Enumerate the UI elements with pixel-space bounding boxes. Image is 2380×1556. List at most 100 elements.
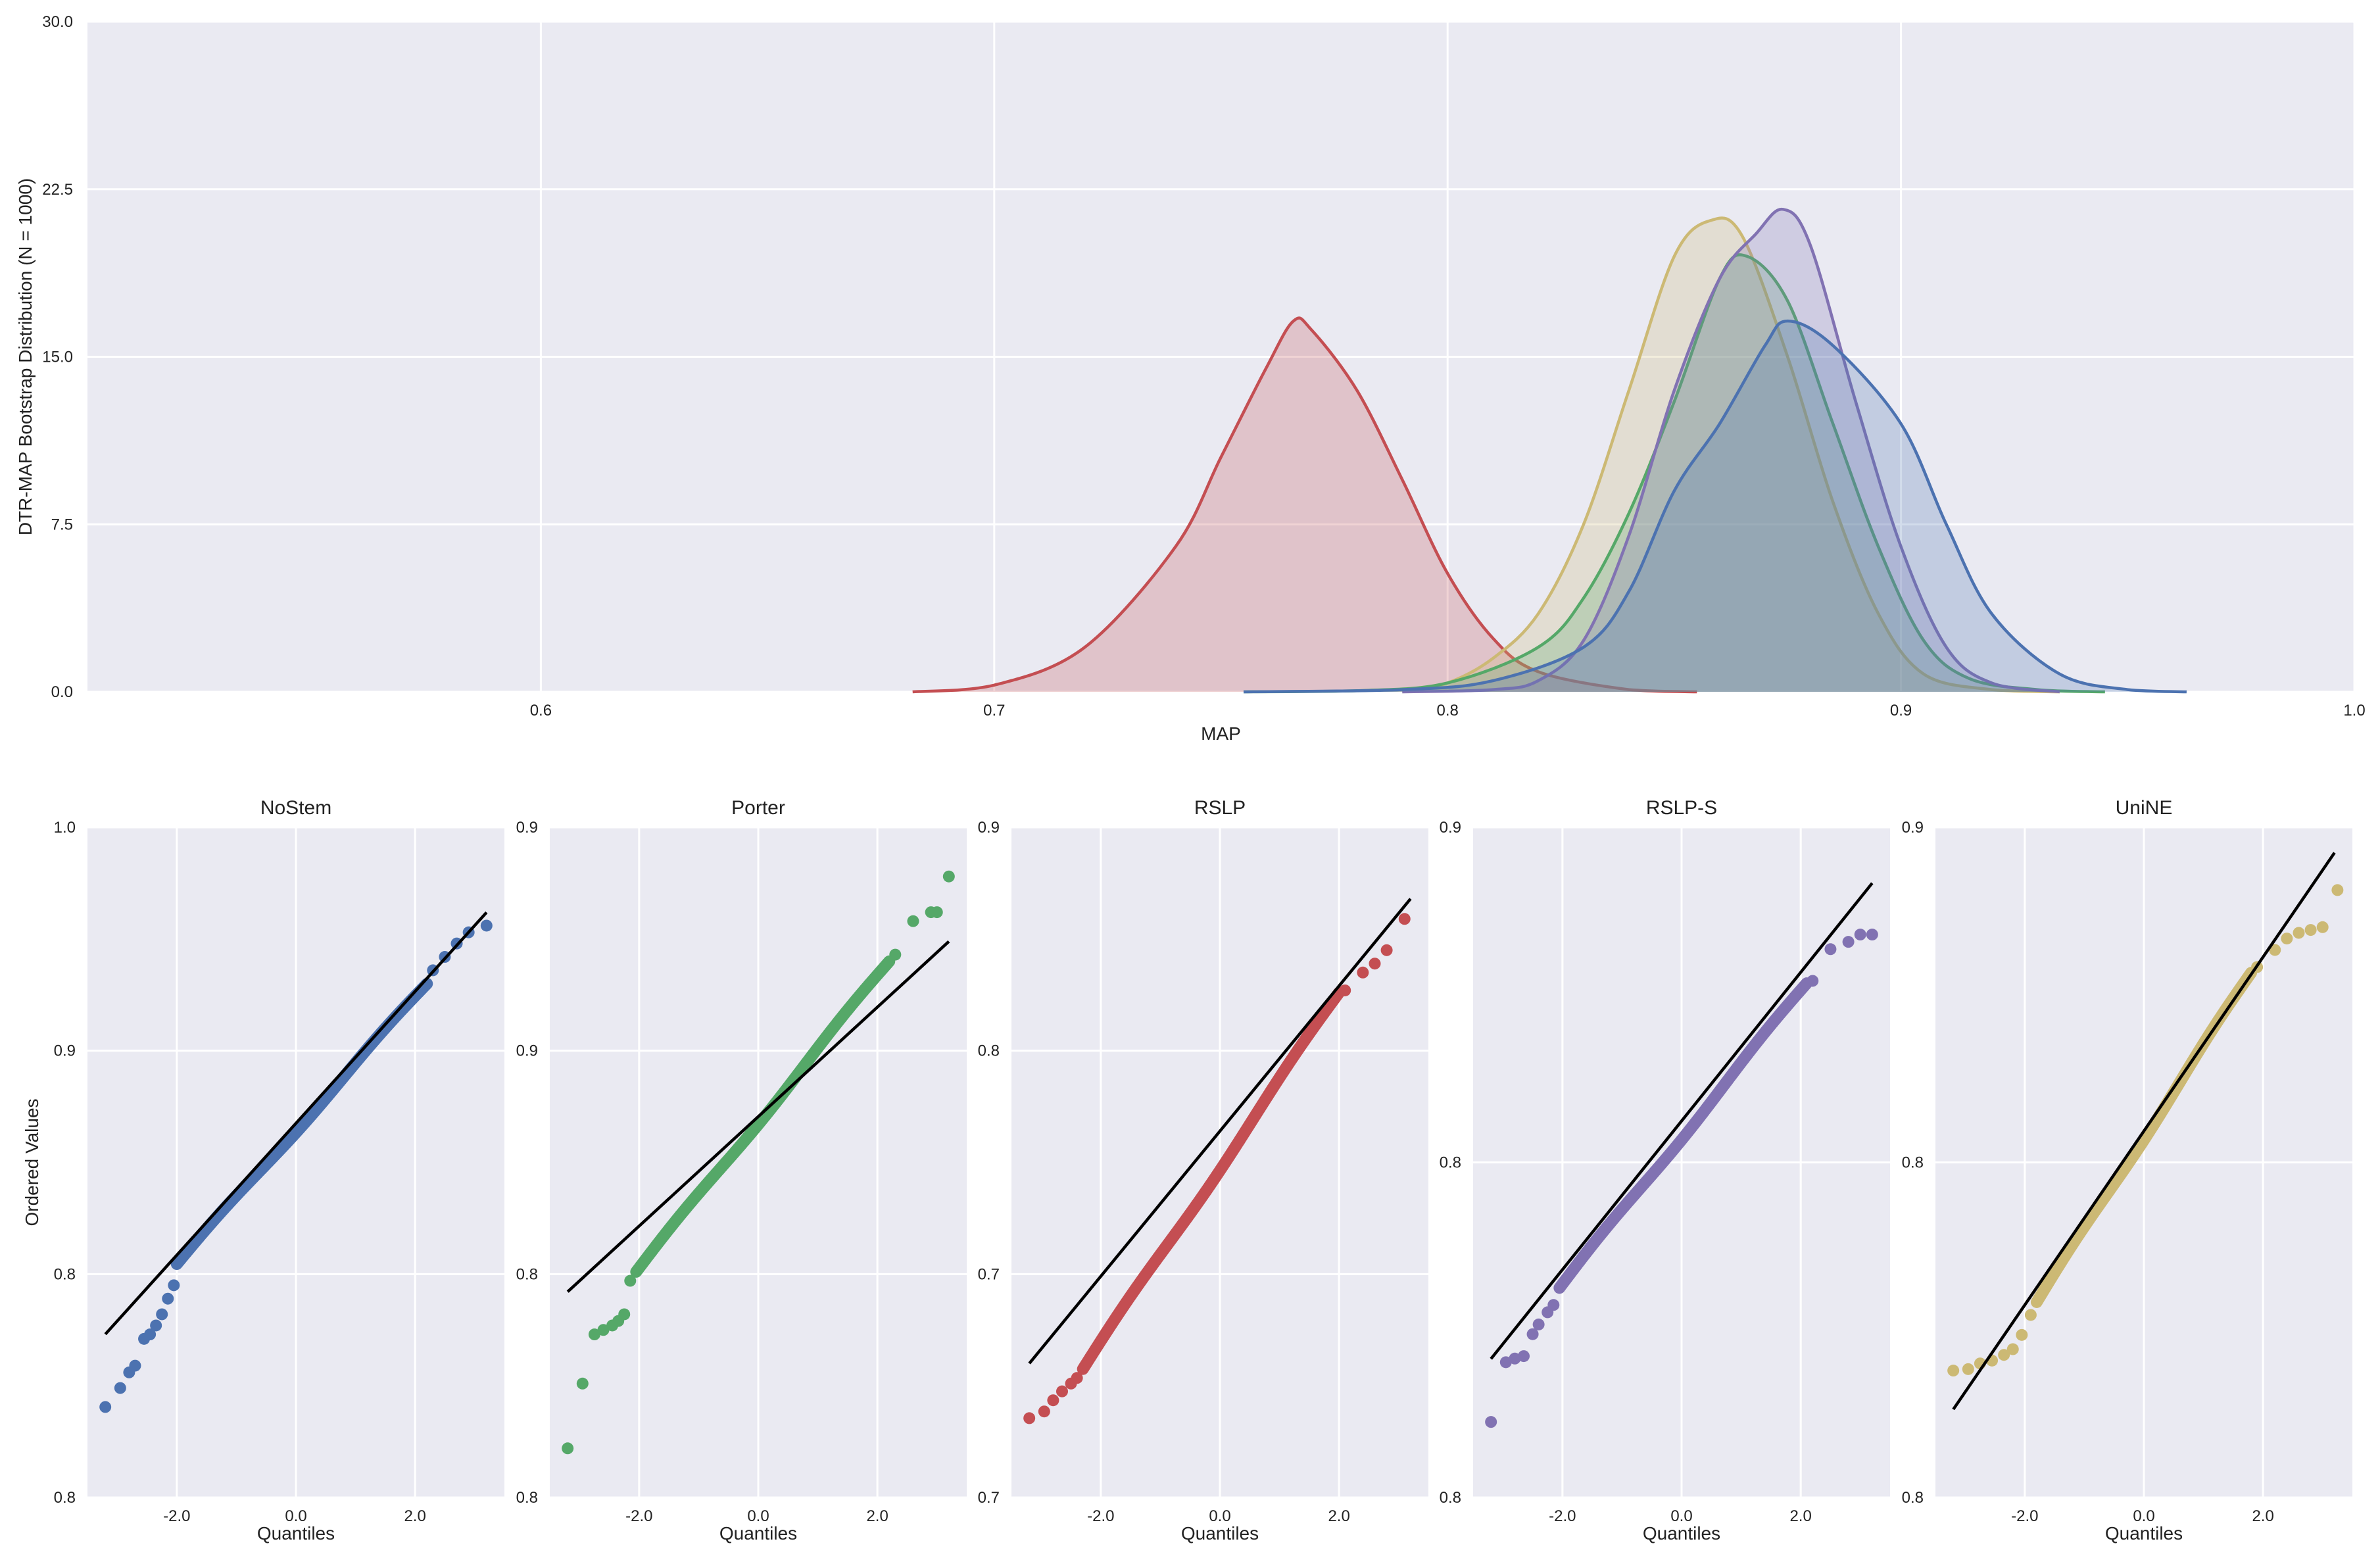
qq-1-tail-point — [907, 915, 919, 927]
qq-1-y-tick-label: 0.9 — [516, 819, 538, 837]
kde-fill-series-4 — [1243, 321, 2187, 692]
qq-3-x-axis-label: Quantiles — [1643, 1523, 1720, 1544]
qq-1-tail-point — [576, 1377, 589, 1390]
qq-3-tail-point — [1509, 1352, 1521, 1365]
qq-3-tail-point — [1517, 1350, 1530, 1363]
qq-0-tail-point — [156, 1308, 168, 1321]
qq-2-tail-point — [1398, 913, 1411, 925]
qq-1-tail-point — [597, 1324, 610, 1336]
qq-0-tail-point — [144, 1328, 157, 1341]
kde-x-tick-label: 0.8 — [1437, 702, 1459, 719]
qq-0-y-tick-label: 0.9 — [54, 1042, 76, 1060]
qq-0-x-tick-label: 0.0 — [285, 1507, 306, 1525]
qq-3-tail-point — [1866, 929, 1878, 941]
qq-0-tail-point — [168, 1279, 180, 1292]
kde-fill-series-1 — [1402, 218, 2060, 693]
qq-3-tail-point — [1824, 943, 1837, 956]
qq-0-y-tick-label: 0.8 — [54, 1265, 76, 1283]
kde-x-tick-label: 1.0 — [2343, 702, 2365, 719]
qq-0-y-tick-label: 0.8 — [54, 1489, 76, 1507]
kde-line-series-4 — [1243, 319, 2187, 694]
qq-1-y-tick-label: 0.9 — [516, 1042, 538, 1060]
qq-2-reference-line — [1028, 898, 1412, 1365]
qq-3-y-tick-label: 0.8 — [1440, 1489, 1461, 1507]
qq-2-tail-point — [1056, 1385, 1068, 1398]
kde-x-axis-label: MAP — [1201, 723, 1241, 744]
qq-2-x-axis-label: Quantiles — [1181, 1523, 1259, 1544]
qq-1-x-axis-label: Quantiles — [719, 1523, 797, 1544]
kde-y-tick-label: 15.0 — [42, 349, 73, 366]
qq-4-tail-point — [1962, 1363, 1974, 1375]
qq-4-tail-point — [2304, 924, 2317, 936]
qq-2-y-tick-label: 0.7 — [978, 1265, 1000, 1283]
kde-y-tick-label: 0.0 — [51, 683, 73, 701]
qq-4-tail-point — [1947, 1365, 1960, 1377]
qq-1-reference-line — [566, 940, 950, 1293]
qq-1-tail-point — [618, 1308, 631, 1321]
qq-4-x-axis-label: Quantiles — [2105, 1523, 2183, 1544]
qq-4-x-tick-label: 0.0 — [2133, 1507, 2154, 1525]
qq-2-tail-point — [1071, 1372, 1083, 1384]
kde-y-tick-label: 22.5 — [42, 181, 73, 199]
qq-1-x-tick-label: 0.0 — [747, 1507, 769, 1525]
qq-4-y-tick-label: 0.9 — [1902, 819, 1924, 837]
kde-x-tick-label: 0.7 — [983, 702, 1005, 719]
qq-4-x-tick-label: 2.0 — [2252, 1507, 2273, 1525]
qq-2-tail-point — [1339, 984, 1351, 996]
qq-2-tail-point — [1369, 958, 1381, 970]
qq-3-tail-point — [1485, 1416, 1497, 1428]
qq-0-tail-point — [129, 1359, 141, 1372]
qq-3-y-tick-label: 0.9 — [1440, 819, 1461, 837]
qq-0-title: NoStem — [260, 797, 331, 819]
qq-0-x-axis-label: Quantiles — [257, 1523, 335, 1544]
qq-4-x-tick-label: -2.0 — [2011, 1507, 2038, 1525]
qq-1-y-tick-label: 0.8 — [516, 1489, 538, 1507]
qq-1-tail-point — [942, 870, 955, 883]
qq-4-tail-point — [2331, 884, 2344, 896]
qq-0-reference-line — [104, 911, 488, 1336]
qq-2-tail-point — [1380, 944, 1393, 956]
qq-0-tail-point — [114, 1382, 126, 1394]
qq-4-y-tick-label: 0.8 — [1902, 1154, 1924, 1172]
kde-y-tick-label: 30.0 — [42, 13, 73, 31]
qq-4-tail-point — [2006, 1343, 2019, 1355]
qq-2-tail-point — [1038, 1405, 1050, 1418]
qq-0-x-tick-label: -2.0 — [163, 1507, 190, 1525]
qq-1-x-tick-label: 2.0 — [866, 1507, 888, 1525]
kde-fill-series-0 — [912, 318, 1697, 692]
kde-y-axis-label: DTR-MAP Bootstrap Distribution (N = 1000… — [15, 178, 36, 535]
qq-3-x-tick-label: 2.0 — [1789, 1507, 1811, 1525]
qq-4-y-tick-label: 0.8 — [1902, 1489, 1924, 1507]
qq-2-title: RSLP — [1194, 797, 1246, 819]
qq-0-y-axis-label: Ordered Values — [22, 1098, 42, 1226]
qq-0-tail-point — [162, 1292, 174, 1305]
qq-4-tail-point — [2024, 1309, 2037, 1321]
qq-4-tail-point — [2269, 944, 2281, 956]
kde-y-tick-label: 7.5 — [51, 516, 73, 533]
kde-line-series-1 — [1401, 216, 2060, 694]
qq-3-x-tick-label: -2.0 — [1549, 1507, 1576, 1525]
kde-x-tick-label: 0.6 — [530, 702, 552, 719]
qq-1-tail-point — [562, 1442, 574, 1455]
qq-3-tail-point — [1854, 929, 1866, 941]
kde-fill-series-2 — [1243, 255, 2105, 692]
qq-3-tail-point — [1526, 1328, 1539, 1340]
qq-1-title: Porter — [731, 797, 785, 819]
qq-2-tail-point — [1357, 966, 1369, 979]
qq-4-tail-point — [2281, 933, 2293, 945]
qq-1-tail-point — [889, 948, 902, 961]
qq-4-reference-line — [1952, 852, 2336, 1411]
qq-3-tail-point — [1842, 936, 1855, 948]
qq-4-tail-point — [2316, 921, 2329, 933]
qq-4-tail-point — [2293, 927, 2305, 939]
qq-3-tail-point — [1547, 1299, 1560, 1311]
qq-2-tail-point — [1023, 1412, 1036, 1424]
qq-0-y-tick-label: 1.0 — [54, 819, 76, 837]
kde-fill-series-3 — [1402, 209, 2060, 692]
kde-line-series-3 — [1402, 208, 2060, 694]
qq-1-x-tick-label: -2.0 — [625, 1507, 652, 1525]
qq-0-tail-point — [99, 1401, 112, 1413]
qq-1-tail-point — [624, 1275, 637, 1287]
